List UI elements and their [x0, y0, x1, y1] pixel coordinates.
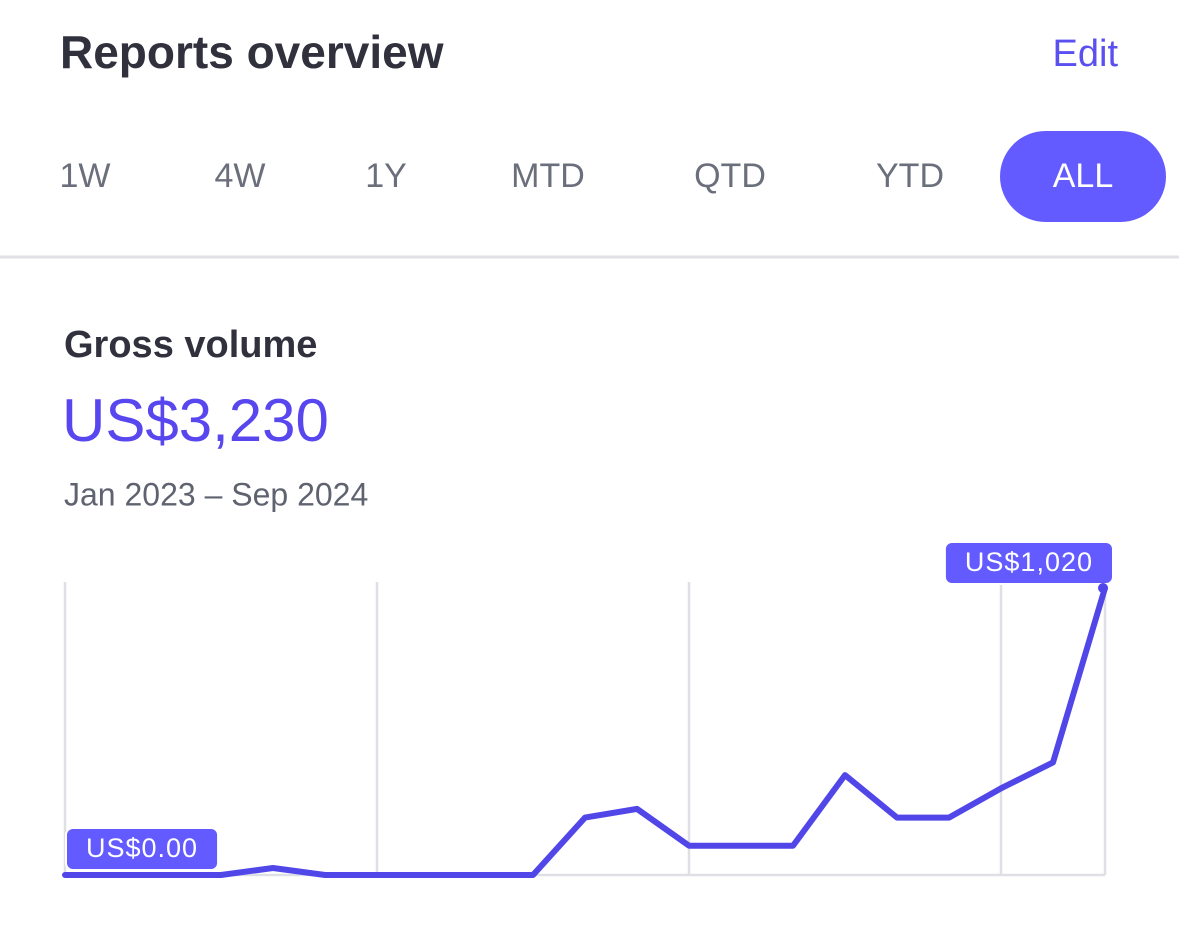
tab[interactable]: YTD	[876, 157, 944, 195]
end-point	[1098, 583, 1108, 593]
edit-button[interactable]: Edit	[1053, 33, 1119, 75]
value-label-bg	[65, 827, 220, 871]
tab[interactable]: 4W	[215, 157, 266, 195]
value-label: US$0.00	[65, 827, 220, 871]
card-title: Gross volume	[64, 324, 317, 366]
tab[interactable]: QTD	[694, 157, 766, 195]
line-series	[62, 585, 1108, 878]
chart: US$0.00 US$1,020	[62, 541, 1114, 878]
value-label: US$1,020	[943, 541, 1114, 585]
tab[interactable]: MTD	[511, 157, 585, 195]
value-label-bg	[943, 541, 1114, 585]
value-label-text: US$0.00	[86, 833, 198, 863]
page-title: Reports overview	[60, 26, 444, 78]
tab[interactable]: ALL	[1053, 157, 1114, 195]
card-total: US$3,230	[62, 387, 329, 454]
tab-bar: 1W 4W 1Y MTD QTD YTD ALL	[60, 131, 1166, 222]
card-range: Jan 2023 – Sep 2024	[64, 476, 368, 512]
value-label-text: US$1,020	[965, 547, 1093, 577]
tab-selected-bg[interactable]	[1000, 131, 1166, 222]
tab[interactable]: 1Y	[365, 157, 407, 195]
tab[interactable]: 1W	[60, 157, 111, 195]
